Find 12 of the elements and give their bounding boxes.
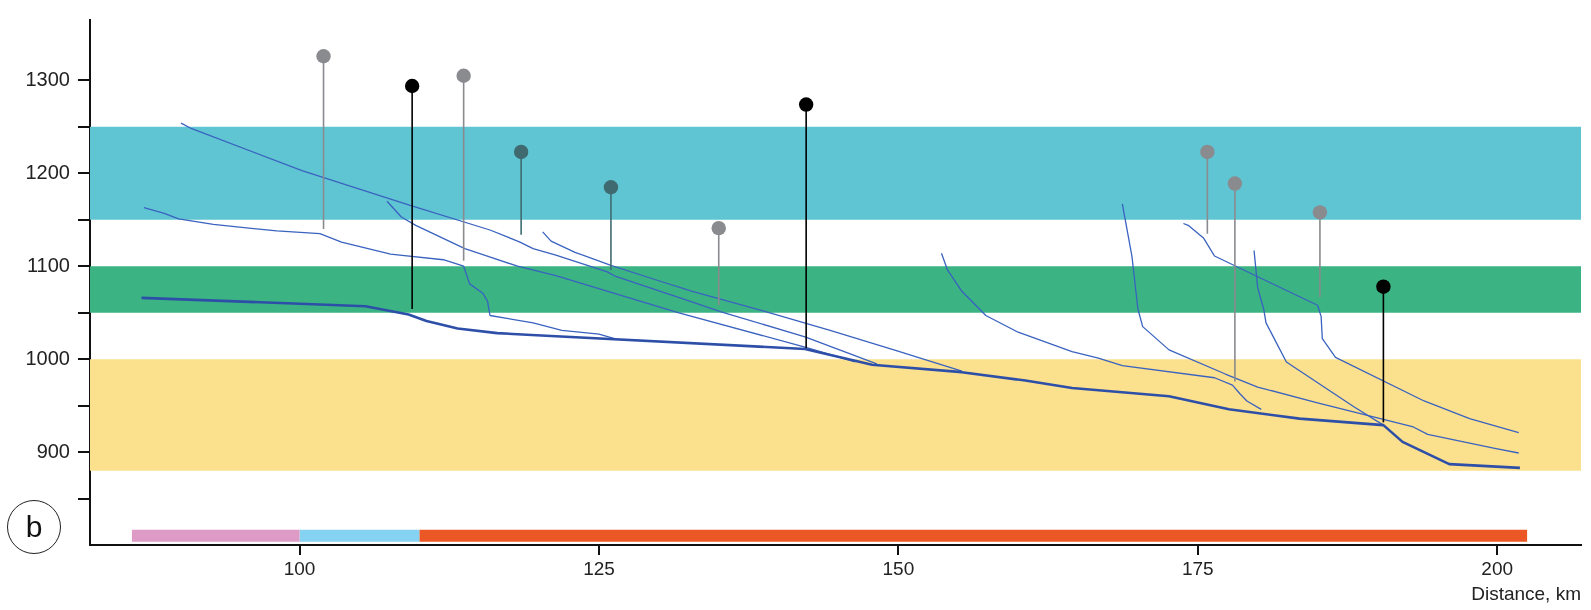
x-tick-label: 150 (882, 557, 915, 579)
x-tick-label: 200 (1481, 557, 1514, 579)
y-tick-label: 1200 (25, 160, 70, 183)
y-tick-label: 900 (36, 439, 70, 462)
x-tick-label: 175 (1181, 557, 1214, 579)
y-tick-label: 1100 (26, 253, 70, 276)
x-axis-title: Distance, km (1471, 582, 1581, 604)
text: b (7, 500, 61, 554)
y-tick-label: 1300 (25, 67, 70, 90)
x-tick-label: 125 (583, 557, 615, 579)
x-tick-label: 100 (283, 557, 316, 579)
y-tick-label: 1000 (25, 346, 70, 369)
